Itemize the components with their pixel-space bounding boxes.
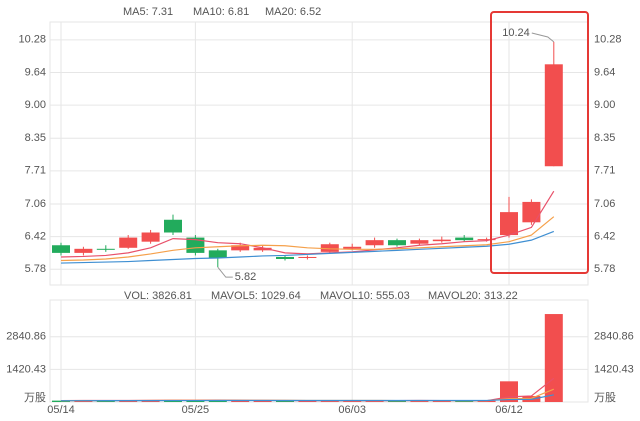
y-tick-label-right: 8.35	[594, 132, 615, 144]
ma-line	[60, 377, 555, 402]
y-tick-label-right: 1420.43	[594, 363, 634, 375]
y-tick-label-right: 2840.86	[594, 331, 634, 343]
legend-entry: MAVOL10: 555.03	[320, 290, 410, 302]
y-tick-label-left: 7.71	[25, 165, 46, 177]
y-tick-label-left: 8.35	[25, 132, 46, 144]
y-tick-label-left: 7.06	[25, 198, 46, 210]
y-tick-label-right: 万股	[594, 391, 616, 404]
candle-body	[343, 246, 362, 249]
y-tick-label-right: 7.71	[594, 165, 615, 177]
x-tick-label: 06/12	[495, 404, 523, 416]
candle-body	[96, 248, 115, 250]
ma-line	[60, 388, 555, 402]
volume-bar	[410, 400, 429, 402]
x-tick-label: 05/14	[47, 404, 75, 416]
candle-body	[74, 248, 93, 253]
volume-bar	[253, 400, 272, 402]
ma-line	[60, 216, 555, 262]
legend-entry: VOL: 3826.81	[124, 290, 192, 302]
y-tick-label-left: 10.28	[18, 34, 46, 46]
annotation-line	[217, 266, 233, 278]
candle-body	[432, 239, 451, 242]
y-tick-label-left: 1420.43	[6, 363, 46, 375]
volume-bar	[544, 314, 563, 402]
x-tick-label: 06/03	[338, 404, 366, 416]
y-tick-label-right: 5.78	[594, 263, 615, 275]
candle-body	[477, 239, 496, 241]
candle-body	[253, 247, 272, 251]
y-tick-label-left: 2840.86	[6, 331, 46, 343]
y-tick-label-left: 6.42	[25, 230, 46, 242]
legend-entry: MA5: 7.31	[123, 6, 173, 18]
candle-body	[522, 201, 541, 223]
y-tick-label-right: 9.64	[594, 66, 615, 78]
candle-body	[231, 245, 250, 251]
max-annotation: 10.24	[502, 27, 530, 39]
candle-body	[544, 64, 563, 167]
candle-body	[455, 237, 474, 241]
y-tick-label-right: 6.42	[594, 230, 615, 242]
marks	[52, 314, 563, 402]
candle-body	[186, 237, 205, 253]
volume-bar	[231, 400, 250, 402]
legend-entry: MA20: 6.52	[265, 6, 321, 18]
candle-body	[119, 237, 138, 248]
x-tick-label: 05/25	[182, 404, 210, 416]
marks: 10.24 5.82	[52, 27, 563, 283]
volume-bar	[186, 400, 205, 402]
candle-body	[298, 256, 317, 258]
candle-body	[388, 240, 406, 246]
legend-entry: MA10: 6.81	[193, 6, 249, 18]
candle-body	[276, 256, 294, 260]
y-tick-label-left: 5.78	[25, 263, 46, 275]
candle-body	[365, 240, 384, 246]
candle-body	[164, 219, 182, 233]
volume-bar	[432, 400, 451, 402]
y-tick-label-right: 7.06	[594, 198, 615, 210]
ma-line	[60, 230, 555, 264]
y-tick-label-left: 9.00	[25, 99, 46, 111]
y-tick-label-left: 9.64	[25, 66, 46, 78]
plot-frame	[49, 299, 589, 403]
y-tick-label-right: 10.28	[594, 34, 622, 46]
volume-bar	[298, 400, 317, 402]
candle-body	[410, 240, 429, 244]
min-annotation: 5.82	[235, 271, 256, 283]
ma-line	[61, 394, 554, 402]
volume-bar	[455, 400, 474, 402]
legend-entry: MAVOL20: 313.22	[428, 290, 518, 302]
volume-bar	[52, 400, 70, 402]
candle-body	[52, 245, 70, 253]
candle-body	[208, 250, 227, 258]
candle-body	[500, 212, 518, 236]
y-tick-label-right: 9.00	[594, 99, 615, 111]
legend-entry: MAVOL5: 1029.64	[211, 290, 301, 302]
annotation-line	[531, 32, 555, 43]
highlight-box	[490, 11, 589, 274]
volume-bar	[477, 400, 496, 402]
candle-body	[141, 232, 160, 242]
volume-bar	[276, 400, 294, 402]
volume-bar	[96, 400, 115, 402]
volume-bar	[388, 400, 406, 402]
y-tick-label-left: 万股	[24, 391, 46, 404]
candle-body	[320, 244, 339, 252]
